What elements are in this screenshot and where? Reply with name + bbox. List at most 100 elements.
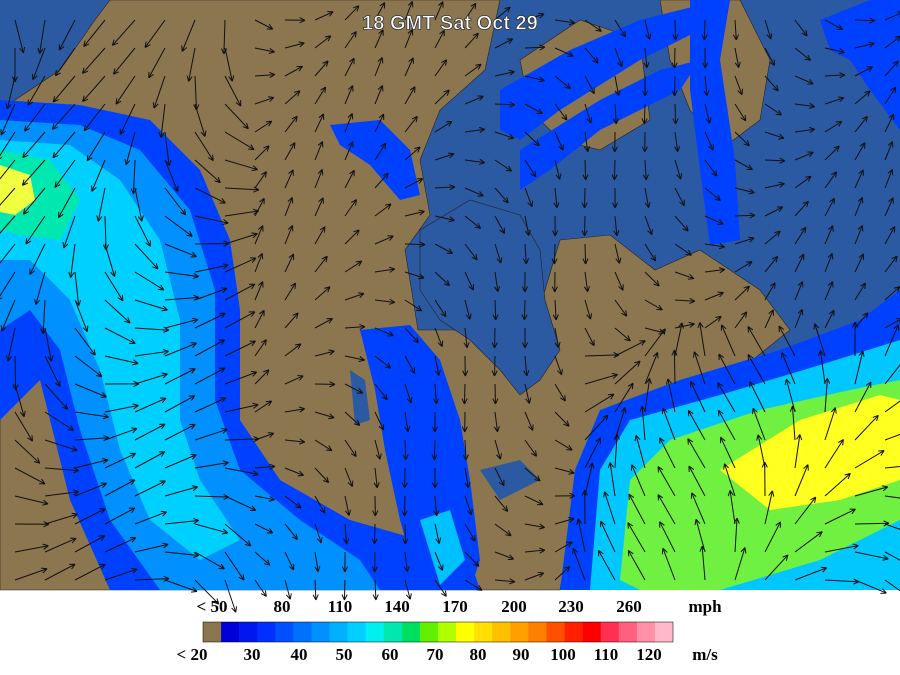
wind-arrow bbox=[614, 243, 622, 264]
wind-arrow bbox=[854, 90, 871, 105]
wind-arrow bbox=[554, 355, 563, 376]
wind-arrow bbox=[824, 225, 834, 245]
wind-arrow bbox=[224, 370, 258, 385]
wind-arrow bbox=[14, 383, 26, 418]
wind-arrow bbox=[91, 159, 106, 192]
wind-arrow bbox=[824, 96, 845, 105]
wind-arrow bbox=[734, 212, 756, 219]
wind-arrow bbox=[884, 60, 899, 77]
wind-arrow bbox=[404, 178, 424, 189]
wind-arrow bbox=[584, 437, 602, 469]
wind-arrow bbox=[794, 19, 808, 37]
wind-arrow bbox=[749, 381, 766, 413]
color-swatch bbox=[329, 622, 348, 642]
color-swatch bbox=[618, 622, 638, 642]
mph-label: 260 bbox=[616, 597, 642, 616]
wind-arrow bbox=[343, 523, 350, 545]
wind-arrow bbox=[224, 159, 258, 172]
wind-arrow bbox=[854, 142, 866, 161]
wind-arrow bbox=[854, 282, 866, 301]
wind-arrow bbox=[582, 159, 589, 181]
wind-arrow bbox=[642, 159, 649, 181]
wind-arrow bbox=[794, 566, 828, 581]
color-swatch bbox=[582, 622, 601, 642]
wind-arrow bbox=[884, 364, 900, 385]
wind-arrow bbox=[401, 467, 408, 489]
wind-arrow bbox=[464, 158, 486, 165]
wind-arrow bbox=[404, 299, 423, 312]
wind-arrow bbox=[612, 187, 619, 209]
wind-arrow bbox=[27, 75, 46, 106]
wind-arrow bbox=[884, 255, 898, 273]
wind-arrow bbox=[524, 523, 545, 530]
wind-arrow bbox=[644, 19, 652, 40]
wind-arrow bbox=[374, 29, 384, 49]
wind-arrow bbox=[674, 322, 684, 357]
wind-arrow bbox=[884, 141, 894, 161]
wind-arrow bbox=[464, 215, 482, 229]
wind-arrow bbox=[854, 169, 864, 189]
wind-arrow bbox=[524, 12, 545, 21]
wind-arrow bbox=[464, 63, 482, 77]
wind-arrow bbox=[314, 169, 324, 189]
mph-label: 110 bbox=[328, 597, 353, 616]
wind-arrow bbox=[824, 377, 831, 413]
wind-arrow bbox=[254, 71, 276, 78]
wind-arrow bbox=[644, 271, 660, 287]
wind-arrow bbox=[341, 579, 348, 601]
wind-arrow bbox=[581, 215, 588, 237]
wind-arrow bbox=[671, 47, 678, 69]
wind-arrow bbox=[164, 159, 179, 192]
wind-arrow bbox=[794, 253, 805, 273]
wind-arrow bbox=[784, 378, 796, 413]
wind-arrow bbox=[614, 382, 634, 413]
wind-arrow bbox=[854, 350, 865, 385]
wind-arrow bbox=[854, 17, 876, 24]
wind-arrow bbox=[689, 380, 706, 413]
wind-arrow bbox=[734, 187, 755, 195]
mph-label: < 50 bbox=[197, 597, 228, 616]
wind-arrow bbox=[813, 323, 826, 357]
color-swatch bbox=[203, 622, 222, 642]
color-swatch bbox=[474, 622, 493, 642]
wind-arrow bbox=[431, 411, 438, 433]
wind-arrow bbox=[764, 282, 776, 301]
wind-arrow bbox=[492, 299, 499, 321]
wind-arrow bbox=[194, 397, 227, 413]
wind-arrow bbox=[611, 159, 618, 181]
wind-arrow bbox=[134, 215, 151, 247]
wind-arrow bbox=[524, 44, 546, 51]
wind-arrow bbox=[884, 523, 900, 530]
wind-arrow bbox=[344, 292, 365, 301]
wind-arrow bbox=[704, 187, 721, 202]
wind-arrow bbox=[164, 368, 196, 385]
wind-arrow bbox=[374, 85, 384, 105]
wind-arrow bbox=[344, 199, 357, 217]
wind-arrow bbox=[494, 187, 509, 204]
wind-arrow bbox=[464, 495, 473, 516]
wind-arrow bbox=[374, 327, 394, 337]
color-swatch bbox=[528, 622, 547, 642]
wind-arrow bbox=[404, 29, 414, 49]
wind-arrow bbox=[0, 159, 16, 180]
wind-arrow bbox=[672, 103, 679, 125]
wind-arrow bbox=[734, 261, 753, 273]
wind-arrow bbox=[124, 131, 136, 166]
wind-arrow bbox=[464, 243, 478, 261]
wind-arrow bbox=[551, 271, 558, 293]
wind-arrow bbox=[614, 75, 621, 96]
wind-arrow bbox=[824, 508, 856, 525]
wind-arrow bbox=[523, 355, 530, 377]
wind-arrow bbox=[104, 452, 137, 469]
wind-arrow bbox=[703, 75, 710, 97]
wind-arrow bbox=[672, 19, 679, 41]
wind-arrow bbox=[627, 522, 646, 553]
wind-arrow bbox=[224, 467, 259, 477]
wind-arrow bbox=[284, 225, 294, 245]
wind-arrow bbox=[44, 411, 75, 431]
wind-arrow bbox=[644, 299, 663, 311]
wind-arrow bbox=[134, 480, 166, 497]
color-swatch bbox=[221, 622, 240, 642]
wind-arrow bbox=[824, 407, 837, 441]
wind-arrow bbox=[434, 243, 454, 254]
